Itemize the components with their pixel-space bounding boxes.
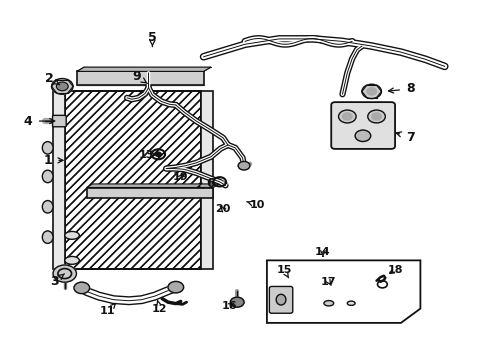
Text: 9: 9 xyxy=(132,70,147,84)
Text: 11: 11 xyxy=(100,303,116,316)
Circle shape xyxy=(368,110,385,123)
Ellipse shape xyxy=(276,294,286,305)
Text: 2: 2 xyxy=(45,72,60,85)
Ellipse shape xyxy=(324,301,334,306)
Text: 1: 1 xyxy=(43,154,63,167)
Ellipse shape xyxy=(42,141,53,154)
Circle shape xyxy=(230,297,244,307)
Text: 10: 10 xyxy=(246,200,265,210)
Circle shape xyxy=(51,78,73,94)
Bar xyxy=(52,91,65,269)
Text: 3: 3 xyxy=(49,274,64,288)
Circle shape xyxy=(168,282,184,293)
Text: 15: 15 xyxy=(276,265,292,278)
Text: 5: 5 xyxy=(148,31,157,46)
Bar xyxy=(201,91,213,269)
Ellipse shape xyxy=(65,231,79,239)
Ellipse shape xyxy=(42,231,53,243)
Bar xyxy=(65,91,201,269)
Circle shape xyxy=(339,110,356,123)
Text: 16: 16 xyxy=(221,301,237,311)
Ellipse shape xyxy=(347,301,355,305)
Circle shape xyxy=(53,265,76,282)
Text: 20: 20 xyxy=(216,204,231,214)
Text: 6: 6 xyxy=(198,177,215,190)
FancyBboxPatch shape xyxy=(52,115,66,127)
Circle shape xyxy=(372,113,381,120)
Text: 14: 14 xyxy=(315,247,331,257)
Ellipse shape xyxy=(42,170,53,183)
Circle shape xyxy=(343,113,352,120)
Polygon shape xyxy=(267,260,420,323)
Circle shape xyxy=(56,82,68,91)
Text: 12: 12 xyxy=(152,301,168,314)
FancyBboxPatch shape xyxy=(270,287,293,313)
Ellipse shape xyxy=(42,201,53,213)
Text: 4: 4 xyxy=(24,114,55,127)
Circle shape xyxy=(362,84,381,99)
Text: 7: 7 xyxy=(396,131,415,144)
Text: 18: 18 xyxy=(387,265,403,275)
Circle shape xyxy=(74,282,90,294)
Circle shape xyxy=(367,88,376,95)
Bar xyxy=(87,188,213,198)
Text: 19: 19 xyxy=(173,172,189,182)
Bar xyxy=(65,91,201,269)
Polygon shape xyxy=(77,67,211,71)
Text: 8: 8 xyxy=(389,82,415,95)
FancyBboxPatch shape xyxy=(331,102,395,149)
Polygon shape xyxy=(87,184,219,188)
Text: 13: 13 xyxy=(139,150,157,160)
Circle shape xyxy=(238,161,250,170)
Circle shape xyxy=(355,130,371,141)
Ellipse shape xyxy=(65,256,79,264)
Bar xyxy=(65,91,201,269)
FancyBboxPatch shape xyxy=(77,71,203,85)
Text: 17: 17 xyxy=(321,277,337,287)
Circle shape xyxy=(155,152,161,157)
